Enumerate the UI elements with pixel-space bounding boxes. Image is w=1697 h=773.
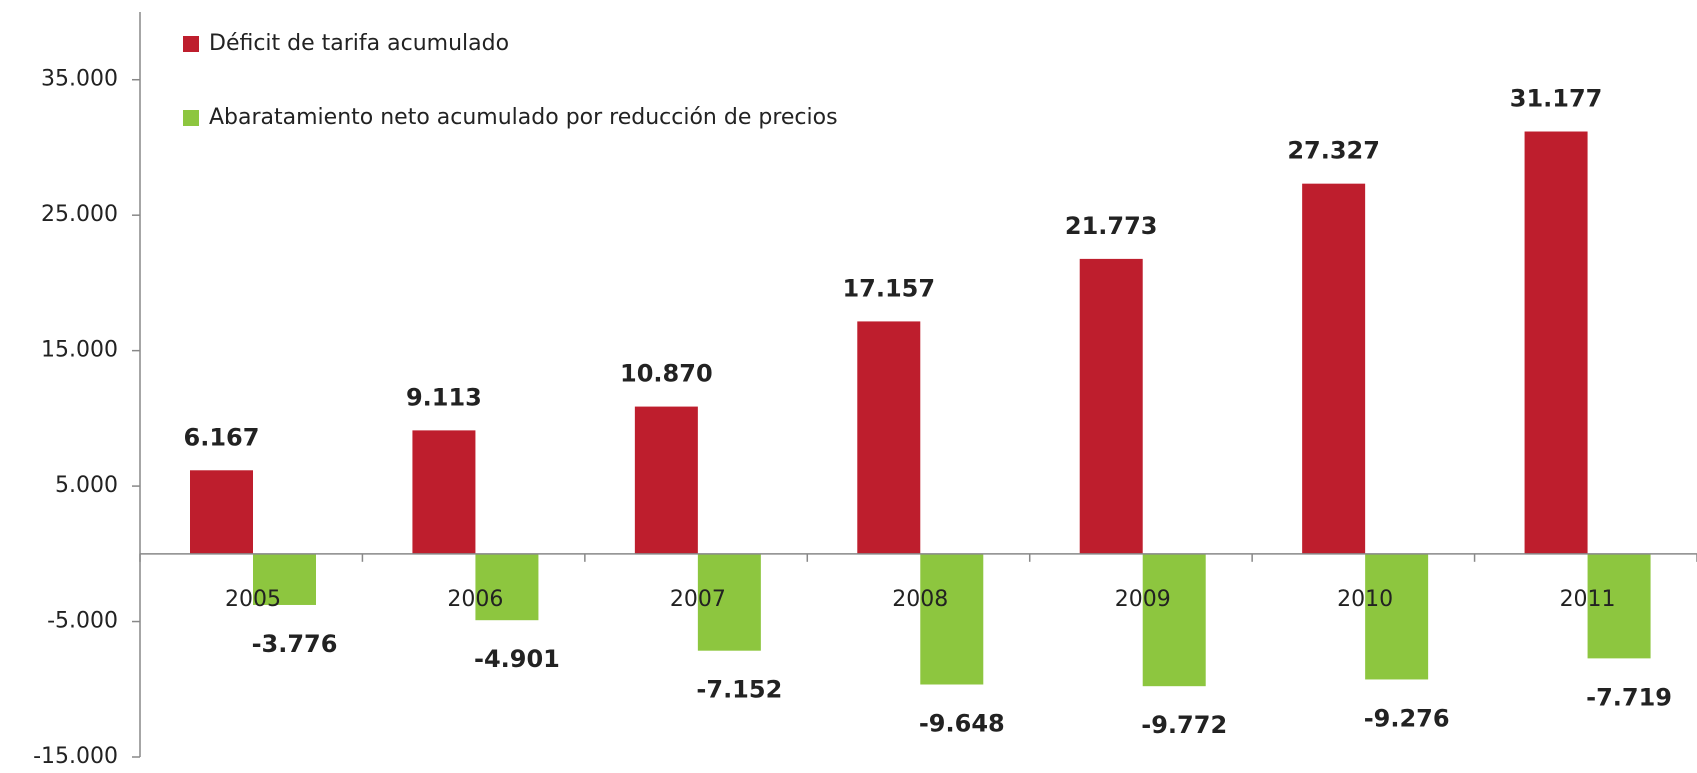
bar [1365, 553, 1429, 680]
y-tick-label: -5.000 [47, 609, 118, 634]
y-tick-label: 15.000 [41, 338, 118, 363]
legend-swatch [183, 36, 199, 52]
bar [920, 553, 984, 685]
value-label: 6.167 [184, 423, 260, 451]
bar [1142, 553, 1206, 687]
bar [697, 553, 761, 651]
y-tick-label: -15.000 [33, 744, 118, 769]
bar [1079, 258, 1143, 554]
x-tick-label: 2005 [225, 587, 281, 612]
value-label: -9.772 [1141, 711, 1227, 739]
x-tick-label: 2007 [670, 587, 726, 612]
legend-label: Abaratamiento neto acumulado por reducci… [209, 105, 838, 130]
bar [475, 553, 539, 621]
x-tick-label: 2010 [1337, 587, 1393, 612]
y-tick-label: 5.000 [55, 473, 118, 498]
bar [634, 406, 698, 554]
value-label: 17.157 [842, 274, 935, 302]
bar [857, 321, 921, 554]
value-label: -9.276 [1364, 704, 1450, 732]
y-tick-label: 25.000 [41, 202, 118, 227]
bar [1302, 183, 1366, 554]
legend-swatch [183, 110, 199, 126]
value-label: 10.870 [620, 360, 713, 388]
value-label: 31.177 [1510, 85, 1603, 113]
x-tick-label: 2009 [1115, 587, 1171, 612]
x-tick-label: 2008 [892, 587, 948, 612]
x-tick-label: 2006 [447, 587, 503, 612]
value-label: -9.648 [919, 710, 1005, 738]
bar [1587, 553, 1651, 659]
bar [253, 553, 316, 605]
x-tick-label: 2011 [1560, 587, 1616, 612]
bar [412, 430, 476, 554]
bar [1524, 131, 1588, 554]
value-label: -3.776 [252, 630, 338, 658]
value-label: -4.901 [474, 645, 560, 673]
bar [190, 470, 253, 554]
legend-label: Déficit de tarifa acumulado [209, 31, 509, 56]
y-tick-label: 35.000 [41, 67, 118, 92]
value-label: 9.113 [406, 383, 482, 411]
value-label: 27.327 [1287, 137, 1380, 165]
value-label: 21.773 [1065, 212, 1158, 240]
value-label: -7.719 [1586, 683, 1672, 711]
value-label: -7.152 [696, 676, 782, 704]
